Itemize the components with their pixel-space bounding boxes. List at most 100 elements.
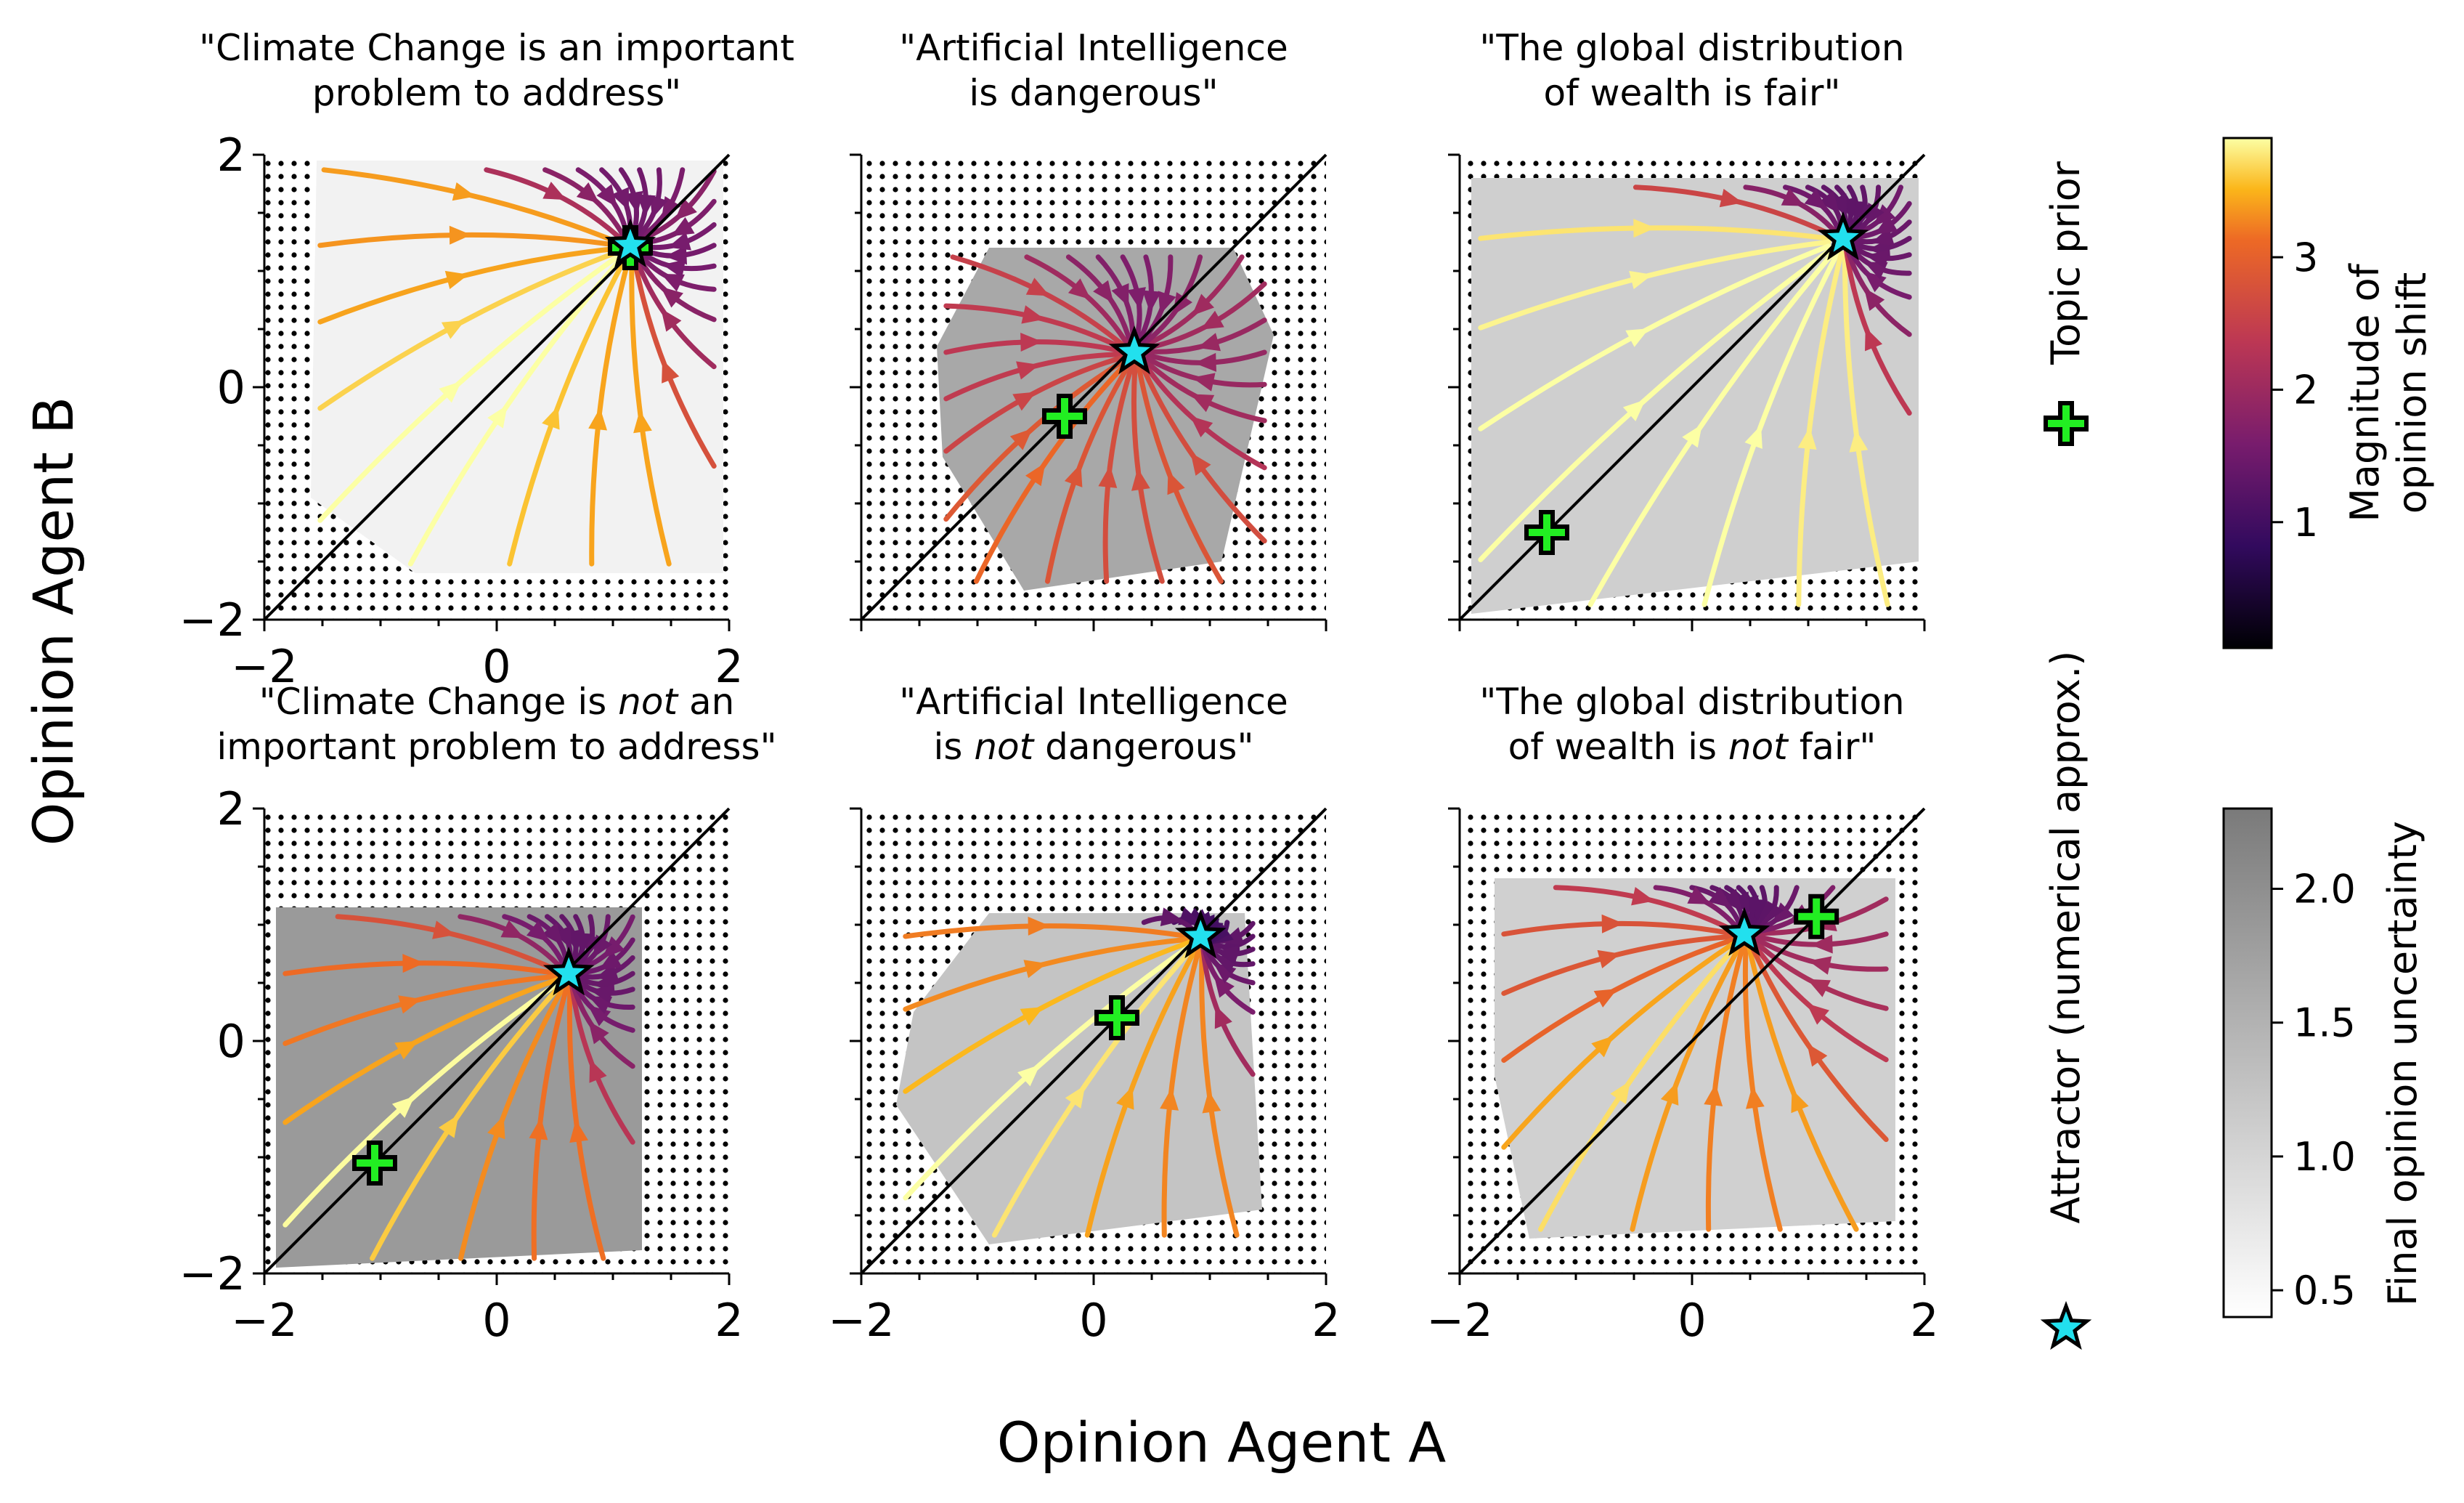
x-tick-label: −2 <box>231 640 297 693</box>
streamline-arrow <box>590 984 614 1004</box>
streamline-arrow <box>441 320 465 339</box>
streamline-arrow <box>675 198 697 221</box>
streamline-arrow <box>1192 293 1215 316</box>
streamline-arrow <box>664 246 688 265</box>
attractor-marker <box>1108 325 1160 375</box>
topic-prior-marker <box>1524 510 1569 555</box>
topic-prior-marker <box>1094 995 1139 1040</box>
panel-title-line-1: "Artificial Intelligence <box>899 27 1288 69</box>
streamline-arrow <box>1622 400 1646 421</box>
streamline-arrow <box>1745 1086 1765 1109</box>
streamline-arrow <box>500 920 525 939</box>
streamline-arrow <box>398 995 422 1014</box>
x-axis-label: Opinion Agent A <box>997 1410 1446 1475</box>
panel-climate-change-important: −2 0 2 −2 0 2 "Climate Change is an importantp… <box>179 27 794 693</box>
panel-title-line-2: important problem to address" <box>216 726 776 768</box>
panel-title-line-2: of wealth is not fair" <box>1508 726 1877 768</box>
y-axis-label: Opinion Agent B <box>21 397 86 846</box>
streamline-arrow <box>1111 283 1129 307</box>
streamline-arrow <box>1200 310 1224 330</box>
colorbar-shift-tick-label: 1 <box>2293 500 2318 546</box>
panel-title-line-1: "Climate Change is an important <box>199 27 794 69</box>
streamline <box>1199 945 1240 1238</box>
streamline-arrow <box>1660 1082 1679 1106</box>
colorbar-shift-tick-label: 3 <box>2293 235 2318 280</box>
streamline-arrow <box>661 308 682 332</box>
streamline-arrow <box>1214 1005 1232 1029</box>
streamline-arrow <box>569 1119 588 1143</box>
streamline-arrow <box>1797 426 1817 450</box>
streamline-arrow <box>637 194 656 217</box>
streamline-arrow <box>1016 361 1040 380</box>
streamline-arrow <box>602 936 625 959</box>
streamline-arrow <box>449 225 471 245</box>
streamline <box>1796 250 1845 607</box>
streamline-arrow <box>1068 278 1091 300</box>
streamline-arrow <box>1807 979 1831 997</box>
y-tick-label: 0 <box>217 361 245 414</box>
streamline-arrow <box>671 216 695 237</box>
streamline-arrow <box>660 286 683 308</box>
streamline <box>1842 250 1890 607</box>
streamline <box>370 982 564 1261</box>
streamline-arrow <box>598 951 622 971</box>
x-tick-label: −2 <box>231 1294 297 1347</box>
streamline <box>903 940 1192 1094</box>
attractor-marker <box>604 218 656 267</box>
streamline-arrow <box>1194 352 1217 372</box>
streamline-arrow <box>1064 463 1083 487</box>
streamline <box>282 981 561 1228</box>
streamline-arrow <box>1160 907 1184 927</box>
x-tick-label: 0 <box>482 1294 511 1347</box>
streamline-arrow <box>391 1096 415 1118</box>
streamline <box>991 945 1195 1238</box>
streamline-arrow <box>1719 188 1743 208</box>
streamline-arrow <box>1025 463 1046 487</box>
identity-line <box>860 153 1327 621</box>
panel-title-line-1: "The global distribution <box>1479 681 1904 723</box>
streamline-arrow <box>1791 1089 1809 1114</box>
streamline-arrow <box>1744 425 1762 449</box>
streamline-arrow <box>589 1059 607 1083</box>
legend-topic-prior-label: Topic prior <box>2043 161 2089 365</box>
streamline-arrow <box>1025 277 1050 296</box>
colorbar-uncertainty-tick-label: 1.0 <box>2293 1134 2356 1180</box>
streamline <box>1630 943 1743 1232</box>
attractor-marker <box>1817 211 1869 261</box>
streamline-arrow <box>1591 1035 1614 1058</box>
streamline <box>317 232 621 248</box>
identity-line <box>263 153 731 621</box>
colorbar-uncertainty-tick-label: 2.0 <box>2293 867 2356 912</box>
colorbar-uncertainty: Final opinion uncertainty 0.5 1.0 1.5 2.0 <box>2222 807 2426 1318</box>
streamline-arrow <box>1116 1086 1134 1110</box>
streamline-arrow <box>432 920 456 939</box>
panel-title-line-2: is not dangerous" <box>934 726 1254 768</box>
streamline-arrow <box>1593 989 1618 1008</box>
streamline-arrow <box>1215 946 1239 965</box>
streamlines <box>1478 185 1912 607</box>
streamline-arrow <box>1625 328 1649 347</box>
streamline <box>1705 943 1746 1232</box>
streamline <box>458 982 567 1261</box>
streamline <box>507 255 628 567</box>
streamline <box>903 923 1192 939</box>
panel-climate-change-not-important: −2 0 2 −2 0 2 "Climate Change is not animporta… <box>179 681 777 1347</box>
x-tick-label: 2 <box>715 1294 743 1347</box>
streamline-arrow <box>576 182 600 204</box>
streamline-arrow <box>1190 394 1215 413</box>
colorbar-uncertainty-label: Final opinion uncertainty <box>2380 821 2426 1306</box>
streamline <box>1161 945 1202 1238</box>
streamline-arrow <box>662 259 686 278</box>
legend: Topic prior Attractor (numerical approx.… <box>2040 161 2092 1350</box>
streamline-arrow <box>1023 960 1047 979</box>
streamline-arrow <box>1873 204 1896 227</box>
streamline-arrow <box>1781 188 1805 206</box>
streamline <box>1478 243 1831 432</box>
panel-title-line-2: is dangerous" <box>969 72 1218 114</box>
streamline-arrow <box>1810 934 1833 954</box>
panel-title-line-1: "Artificial Intelligence <box>899 681 1288 723</box>
legend-attractor-label: Attractor (numerical approx.) <box>2043 651 2089 1224</box>
